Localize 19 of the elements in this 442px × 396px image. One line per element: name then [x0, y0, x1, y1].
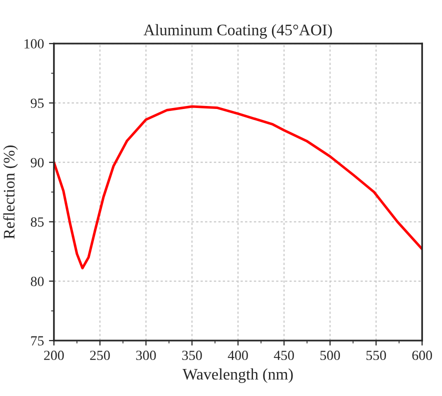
y-tick-label: 85: [30, 217, 44, 227]
x-tick-label: 250: [90, 350, 110, 360]
y-tick-label: 95: [30, 98, 44, 108]
x-tick-label: 350: [182, 350, 202, 360]
x-tick-label: 300: [136, 350, 156, 360]
y-tick-label: 75: [31, 336, 44, 346]
x-tick-label: 200: [44, 350, 64, 360]
x-tick-label: 550: [366, 350, 386, 360]
y-tick-label: 100: [24, 39, 44, 49]
x-axis-title: Wavelength (nm): [182, 368, 293, 383]
x-tick-label: 400: [228, 350, 248, 360]
line-series: [54, 105, 422, 270]
y-tick-label: 80: [30, 276, 44, 286]
x-tick-label: 600: [412, 350, 432, 360]
y-tick-label: 90: [30, 158, 44, 168]
x-tick-label: 450: [274, 350, 294, 360]
x-tick-label: 500: [320, 350, 340, 360]
y-axis-title: Reflection (%): [3, 146, 18, 239]
chart-title: Aluminum Coating (45°AOI): [144, 24, 332, 39]
